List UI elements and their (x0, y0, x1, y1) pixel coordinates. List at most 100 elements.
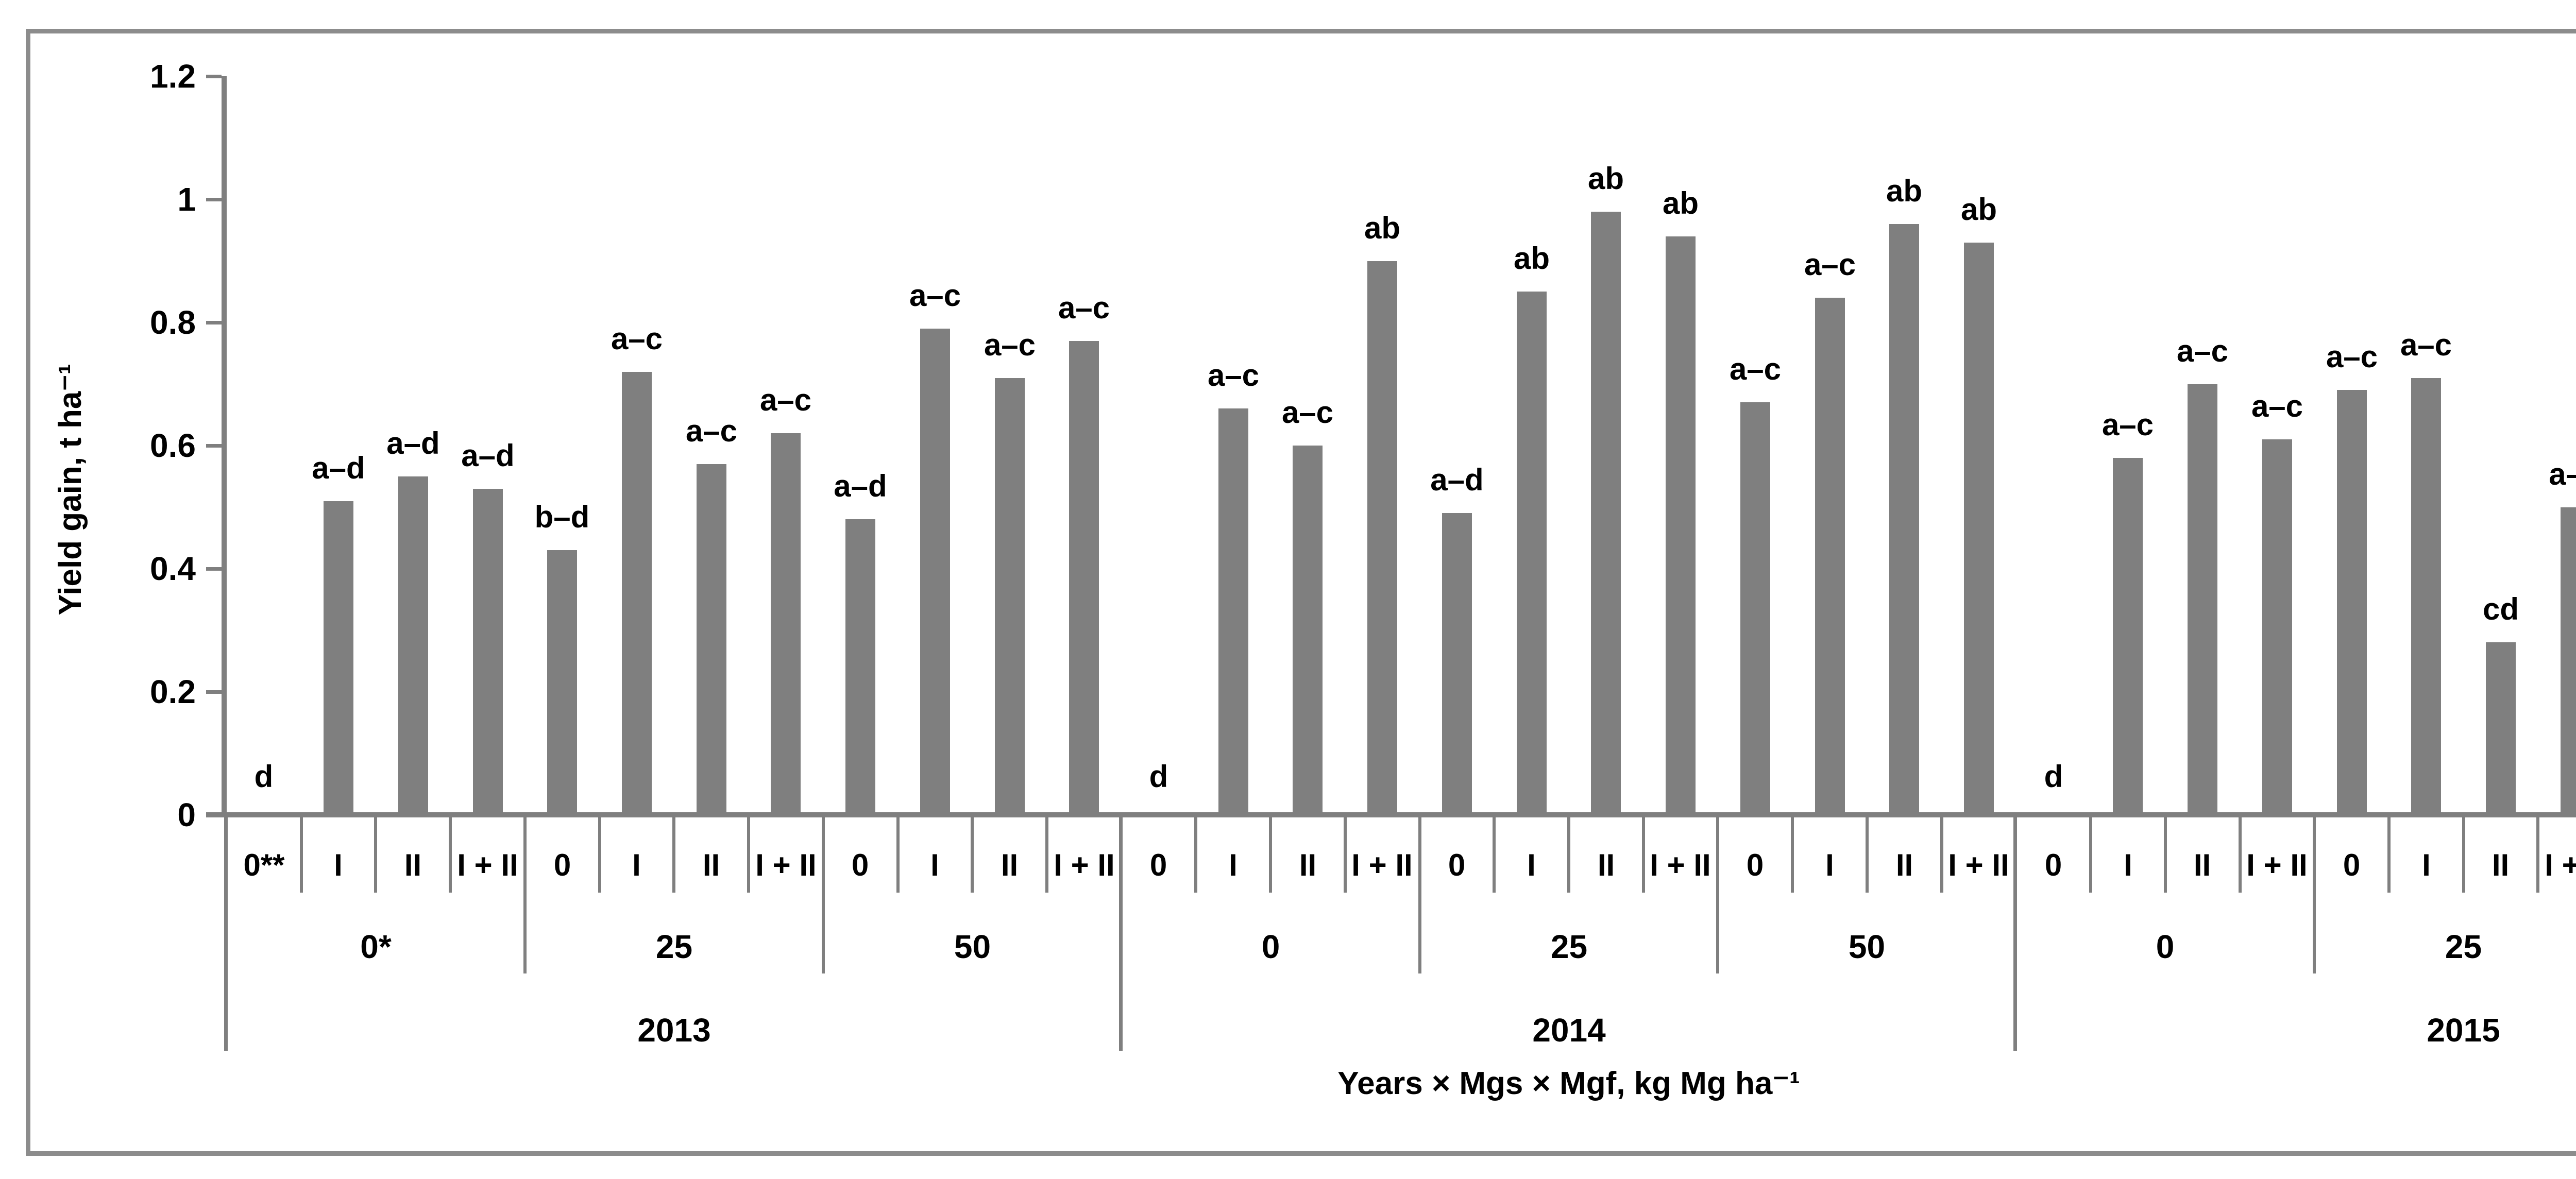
treatment-label: 0 (2044, 848, 2062, 882)
y-axis-title: Yield gain, t ha⁻¹ (31, 103, 108, 876)
mgs-separator-line (1716, 815, 1719, 973)
treatment-label: I (1825, 848, 1834, 882)
treatment-label: I + II (2545, 848, 2576, 882)
treatment-label: I + II (755, 848, 817, 882)
treatment-tick (2239, 815, 2242, 893)
treatment-tick (1791, 815, 1794, 893)
significance-label: a–d (386, 426, 440, 460)
bar (2262, 439, 2292, 815)
significance-label: b–d (534, 500, 590, 534)
treatment-label: I (632, 848, 641, 882)
bar (622, 372, 652, 815)
y-axis-tick (206, 567, 222, 571)
significance-label: a–c (1804, 247, 1856, 282)
y-tick-label: 0.8 (150, 304, 196, 341)
bar (324, 501, 353, 815)
significance-label: a–c (2251, 389, 2303, 423)
treatment-tick (1344, 815, 1347, 893)
significance-label: a–c (685, 414, 738, 448)
y-tick-label: 0 (177, 796, 196, 833)
bar (2337, 390, 2367, 815)
y-tick-label: 0.4 (150, 550, 196, 587)
mgs-level-label: 0* (360, 928, 392, 965)
significance-label: d (2044, 759, 2063, 794)
year-separator-line (2013, 815, 2017, 1051)
y-axis-tick (206, 444, 222, 448)
year-label: 2015 (2427, 1012, 2500, 1049)
mgs-level-label: 0 (1261, 928, 1280, 965)
y-tick-label: 1 (177, 181, 196, 218)
significance-label: a–c (759, 383, 812, 417)
treatment-tick (598, 815, 601, 893)
bar (1069, 341, 1099, 815)
y-tick-label: 0.6 (150, 427, 196, 464)
mgs-separator-line (822, 815, 825, 973)
treatment-tick (672, 815, 675, 893)
bar (2561, 507, 2576, 815)
significance-label: d (254, 759, 274, 794)
significance-label: a–c (2400, 328, 2452, 362)
treatment-label: I + II (2246, 848, 2308, 882)
significance-label: ab (1662, 186, 1699, 220)
year-label: 2013 (637, 1012, 711, 1049)
mgs-level-label: 25 (1550, 928, 1588, 965)
bar (547, 550, 577, 815)
significance-label: a–d (1430, 463, 1484, 497)
significance-label: a–d (834, 469, 887, 503)
significance-label: d (1149, 759, 1168, 794)
significance-label: a–c (2102, 407, 2154, 442)
treatment-label: 0 (2343, 848, 2361, 882)
mgs-level-label: 25 (2445, 928, 2482, 965)
significance-label: ab (1364, 211, 1401, 245)
bar (1367, 261, 1397, 815)
treatment-label: 0 (851, 848, 869, 882)
significance-label: a–d (312, 451, 365, 485)
y-axis-line (222, 76, 227, 817)
treatment-tick (1194, 815, 1197, 893)
treatment-label: II (404, 848, 422, 882)
mgs-level-label: 0 (2156, 928, 2175, 965)
y-tick-label: 0.2 (150, 673, 196, 710)
treatment-label: 0 (1448, 848, 1466, 882)
treatment-tick (1567, 815, 1570, 893)
treatment-tick (2089, 815, 2092, 893)
treatment-tick (2387, 815, 2391, 893)
treatment-label: I (1229, 848, 1238, 882)
treatment-tick (374, 815, 377, 893)
significance-label: ab (1960, 192, 1997, 227)
mgs-separator-line (523, 815, 527, 973)
significance-label: a–c (1058, 291, 1110, 325)
treatment-tick (1866, 815, 1869, 893)
y-axis-title-text: Yield gain, t ha⁻¹ (52, 363, 88, 616)
year-label: 2014 (1532, 1012, 1606, 1049)
treatment-tick (1493, 815, 1496, 893)
treatment-label: II (1597, 848, 1615, 882)
treatment-tick (971, 815, 974, 893)
mgs-level-label: 50 (1848, 928, 1886, 965)
bar (771, 433, 801, 815)
mgs-level-label: 50 (954, 928, 991, 965)
bar (2113, 458, 2143, 815)
treatment-label: I (2422, 848, 2431, 882)
bar (1964, 243, 1994, 815)
treatment-label: I + II (1054, 848, 1115, 882)
treatment-label: I + II (1948, 848, 2009, 882)
bar (697, 464, 726, 815)
treatment-label: 0 (1149, 848, 1167, 882)
significance-label: a–c (1729, 352, 1782, 386)
bar (1218, 408, 1248, 815)
treatment-label: II (1895, 848, 1913, 882)
significance-label: a–c (611, 321, 663, 356)
bar (473, 489, 503, 815)
bar (845, 519, 875, 815)
treatment-label: I (930, 848, 939, 882)
treatment-label: II (2492, 848, 2510, 882)
treatment-tick (1269, 815, 1272, 893)
significance-label: a–d (2572, 431, 2576, 468)
bar (1815, 298, 1845, 815)
treatment-label: II (1001, 848, 1019, 882)
treatment-tick (2462, 815, 2465, 893)
x-axis-title: Years × Mgs × Mgf, kg Mg ha⁻¹ (1337, 1066, 1800, 1101)
treatment-label: I + II (1650, 848, 1711, 882)
significance-label: a–c (1281, 395, 1334, 430)
